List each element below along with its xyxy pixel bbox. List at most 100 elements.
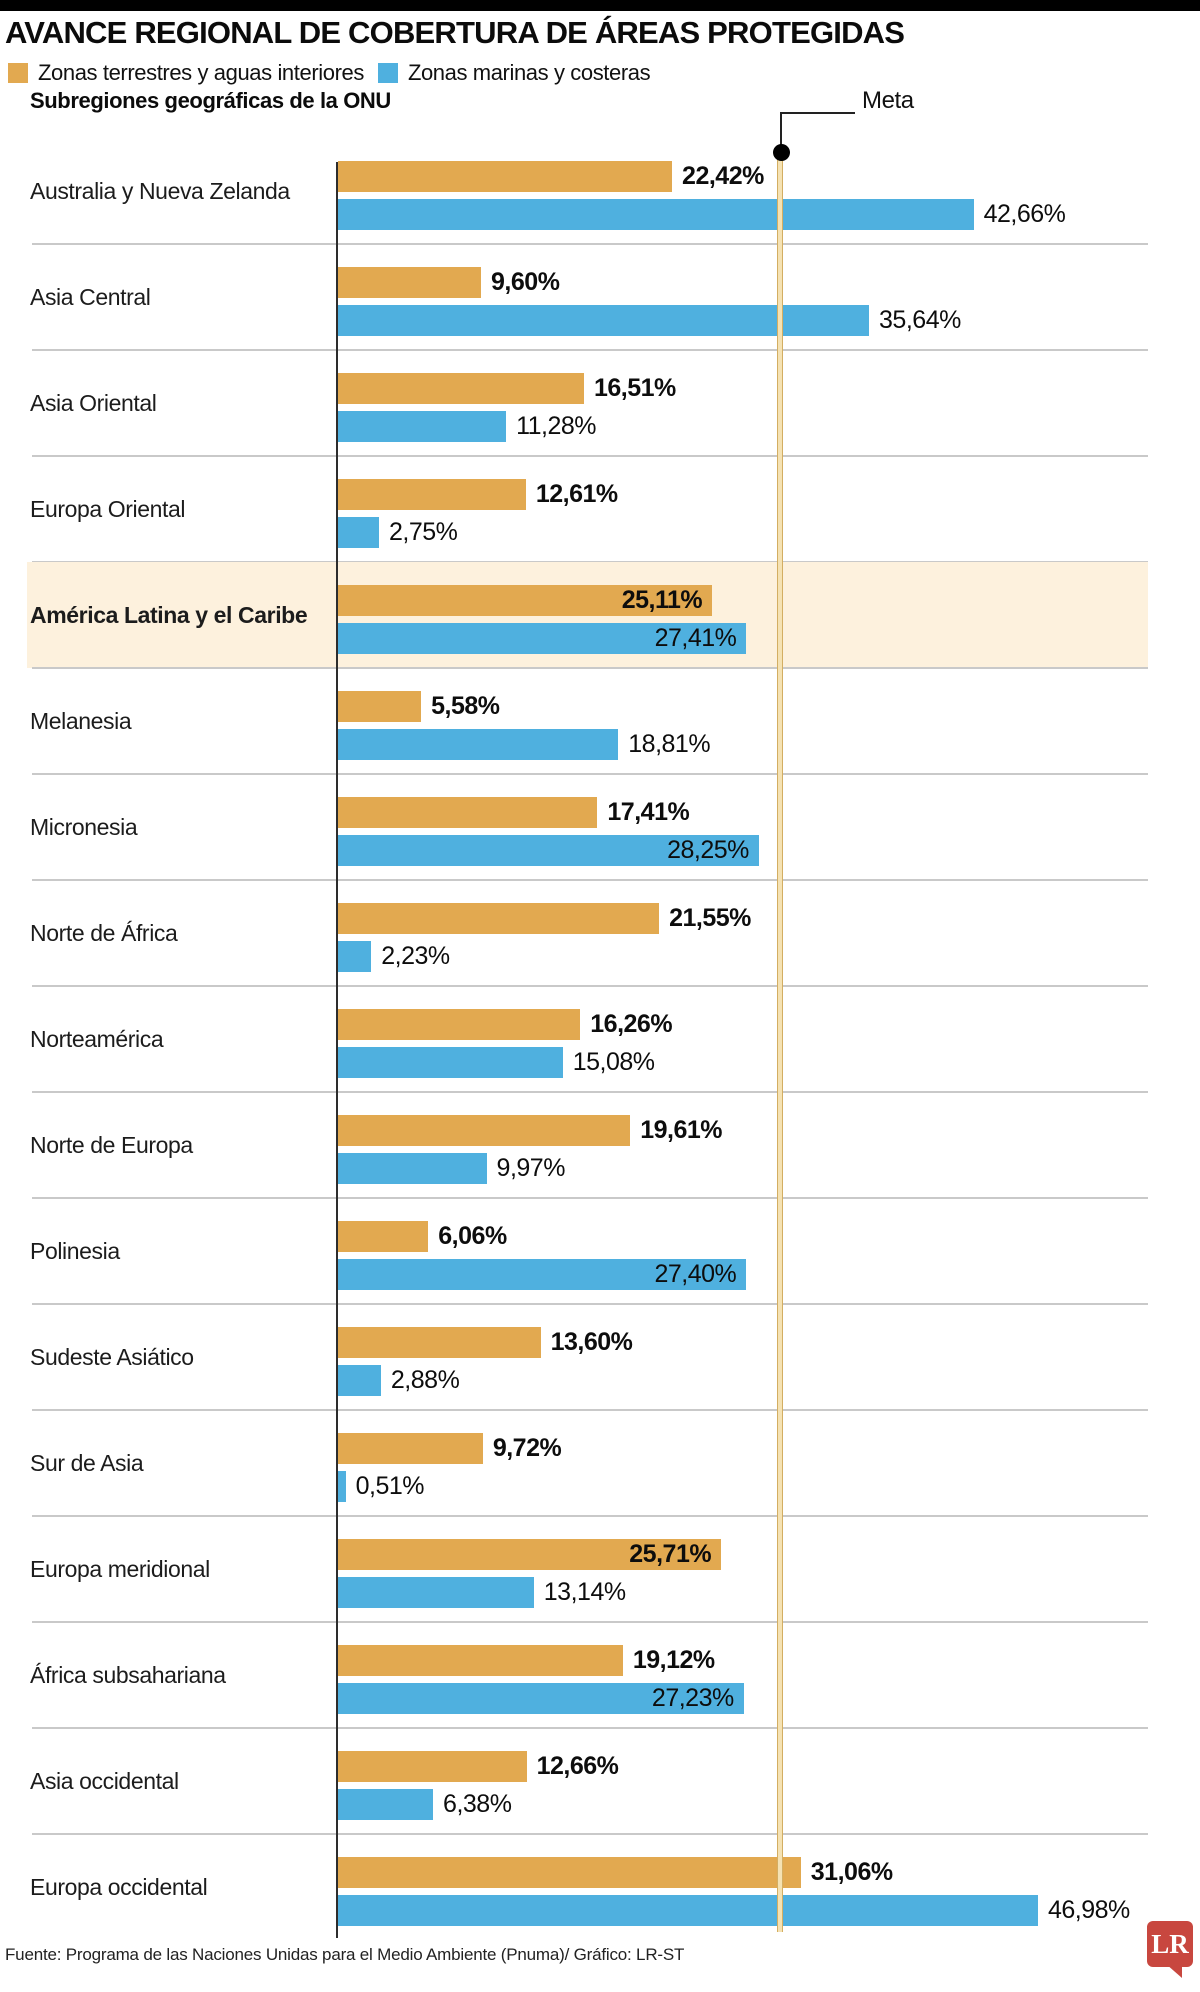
- region-label: Asia occidental: [30, 1767, 179, 1794]
- marine-value-label: 2,88%: [390, 1366, 460, 1394]
- region-label: Europa occidental: [30, 1873, 208, 1900]
- marine-bar: [338, 199, 974, 230]
- marine-bar: [338, 835, 759, 866]
- region-label: Australia y Nueva Zelanda: [30, 177, 290, 204]
- terrestrial-bar: [338, 1327, 541, 1358]
- marine-bar: [338, 1683, 744, 1714]
- terrestrial-value-label: 12,61%: [535, 480, 618, 508]
- chart-legend: Zonas terrestres y aguas interiores Zona…: [8, 60, 651, 86]
- terrestrial-value-label: 19,61%: [640, 1116, 722, 1144]
- terrestrial-value-label: 12,66%: [536, 1752, 619, 1780]
- top-accent-bar: [0, 0, 1200, 11]
- region-label: Melanesia: [30, 707, 132, 734]
- terrestrial-value-label: 31,06%: [810, 1858, 893, 1886]
- region-label: Norteamérica: [30, 1025, 164, 1052]
- terrestrial-value-label: 13,60%: [550, 1328, 633, 1356]
- marine-value-label: 28,25%: [667, 836, 749, 864]
- row-separator: [32, 455, 1148, 457]
- marine-value-label: 15,08%: [572, 1048, 655, 1076]
- meta-dot-icon: [773, 144, 790, 161]
- region-label: Europa Oriental: [30, 495, 186, 522]
- marine-value-label: 27,41%: [654, 624, 737, 652]
- terrestrial-bar: [338, 691, 422, 722]
- region-label: América Latina y el Caribe: [30, 601, 308, 628]
- marine-value-label: 2,75%: [388, 518, 458, 546]
- legend-label-terrestrial: Zonas terrestres y aguas interiores: [38, 60, 364, 85]
- region-row: Europa meridional 25,71% 13,14%: [0, 1516, 1200, 1623]
- region-row: América Latina y el Caribe 25,11% 27,41%: [0, 562, 1200, 669]
- marine-bar: [338, 1047, 563, 1078]
- region-label: Sudeste Asiático: [30, 1343, 194, 1370]
- terrestrial-value-label: 16,51%: [593, 374, 676, 402]
- marine-bar: [338, 1153, 487, 1184]
- row-separator: [32, 667, 1148, 669]
- terrestrial-bar: [338, 1539, 722, 1570]
- legend-item-marine: Zonas marinas y costeras: [377, 60, 651, 86]
- region-row: Sudeste Asiático 13,60% 2,88%: [0, 1304, 1200, 1411]
- terrestrial-bar: [338, 797, 598, 828]
- marine-bar: [338, 517, 379, 548]
- terrestrial-bar: [338, 1857, 801, 1888]
- page-title: AVANCE REGIONAL DE COBERTURA DE ÁREAS PR…: [5, 15, 905, 50]
- terrestrial-value-label: 16,26%: [590, 1010, 673, 1038]
- region-label: Norte de África: [30, 919, 178, 946]
- terrestrial-bar: [338, 1645, 623, 1676]
- region-row: Polinesia 6,06% 27,40%: [0, 1198, 1200, 1305]
- marine-value-label: 35,64%: [879, 306, 961, 334]
- marine-swatch-icon: [377, 63, 398, 83]
- terrestrial-bar: [338, 1115, 631, 1146]
- meta-callout-line: [781, 112, 855, 114]
- region-row: Asia Oriental 16,51% 11,28%: [0, 350, 1200, 457]
- chart-rows: Australia y Nueva Zelanda 22,42% 42,66% Asi…: [0, 138, 1200, 1940]
- terrestrial-bar: [338, 373, 584, 404]
- region-row: África subsahariana 19,12% 27,23%: [0, 1622, 1200, 1729]
- row-separator: [32, 1091, 1148, 1093]
- marine-bar: [338, 1895, 1038, 1926]
- marine-bar: [338, 623, 747, 654]
- marine-value-label: 2,23%: [381, 942, 450, 970]
- marine-value-label: 18,81%: [628, 730, 711, 758]
- terrestrial-bar: [338, 479, 526, 510]
- marine-value-label: 6,38%: [443, 1790, 512, 1818]
- terrestrial-value-label: 9,72%: [492, 1434, 562, 1462]
- marine-bar: [338, 1577, 534, 1608]
- marine-bar: [338, 1365, 381, 1396]
- legend-label-marine: Zonas marinas y costeras: [407, 60, 651, 85]
- terrestrial-value-label: 9,60%: [491, 268, 560, 296]
- meta-label: Meta: [862, 87, 914, 114]
- region-label: Europa meridional: [30, 1555, 210, 1582]
- category-axis-line: [336, 162, 338, 1938]
- marine-bar: [338, 729, 619, 760]
- row-separator: [32, 1515, 1148, 1517]
- region-row: Australia y Nueva Zelanda 22,42% 42,66%: [0, 138, 1200, 245]
- row-separator: [32, 1409, 1148, 1411]
- meta-callout-line-vertical: [780, 112, 782, 148]
- marine-value-label: 27,23%: [651, 1684, 734, 1712]
- region-row: Asia occidental 12,66% 6,38%: [0, 1728, 1200, 1835]
- row-separator: [32, 985, 1148, 987]
- region-row: Melanesia 5,58% 18,81%: [0, 668, 1200, 775]
- legend-item-terrestrial: Zonas terrestres y aguas interiores: [8, 60, 364, 86]
- terrestrial-bar: [338, 1009, 581, 1040]
- region-row: Asia Central 9,60% 35,64%: [0, 244, 1200, 351]
- region-label: Micronesia: [30, 813, 138, 840]
- region-row: Norteamérica 16,26% 15,08%: [0, 986, 1200, 1093]
- terrestrial-value-label: 5,58%: [431, 692, 500, 720]
- terrestrial-swatch-icon: [8, 63, 28, 83]
- terrestrial-bar: [338, 585, 713, 616]
- marine-value-label: 27,40%: [654, 1260, 737, 1288]
- region-label: Sur de Asia: [30, 1449, 144, 1476]
- terrestrial-bar: [338, 267, 481, 298]
- lr-logo-tail: [1166, 1964, 1182, 1978]
- marine-value-label: 9,97%: [496, 1154, 566, 1182]
- region-row: Norte de Europa 19,61% 9,97%: [0, 1092, 1200, 1199]
- terrestrial-value-label: 6,06%: [438, 1222, 507, 1250]
- marine-bar: [338, 305, 869, 336]
- region-label: Norte de Europa: [30, 1131, 193, 1158]
- region-label: Polinesia: [30, 1237, 120, 1264]
- row-separator: [32, 1197, 1148, 1199]
- axis-title: Subregiones geográficas de la ONU: [30, 88, 391, 113]
- marine-value-label: 13,14%: [543, 1578, 626, 1606]
- row-separator: [32, 1303, 1148, 1305]
